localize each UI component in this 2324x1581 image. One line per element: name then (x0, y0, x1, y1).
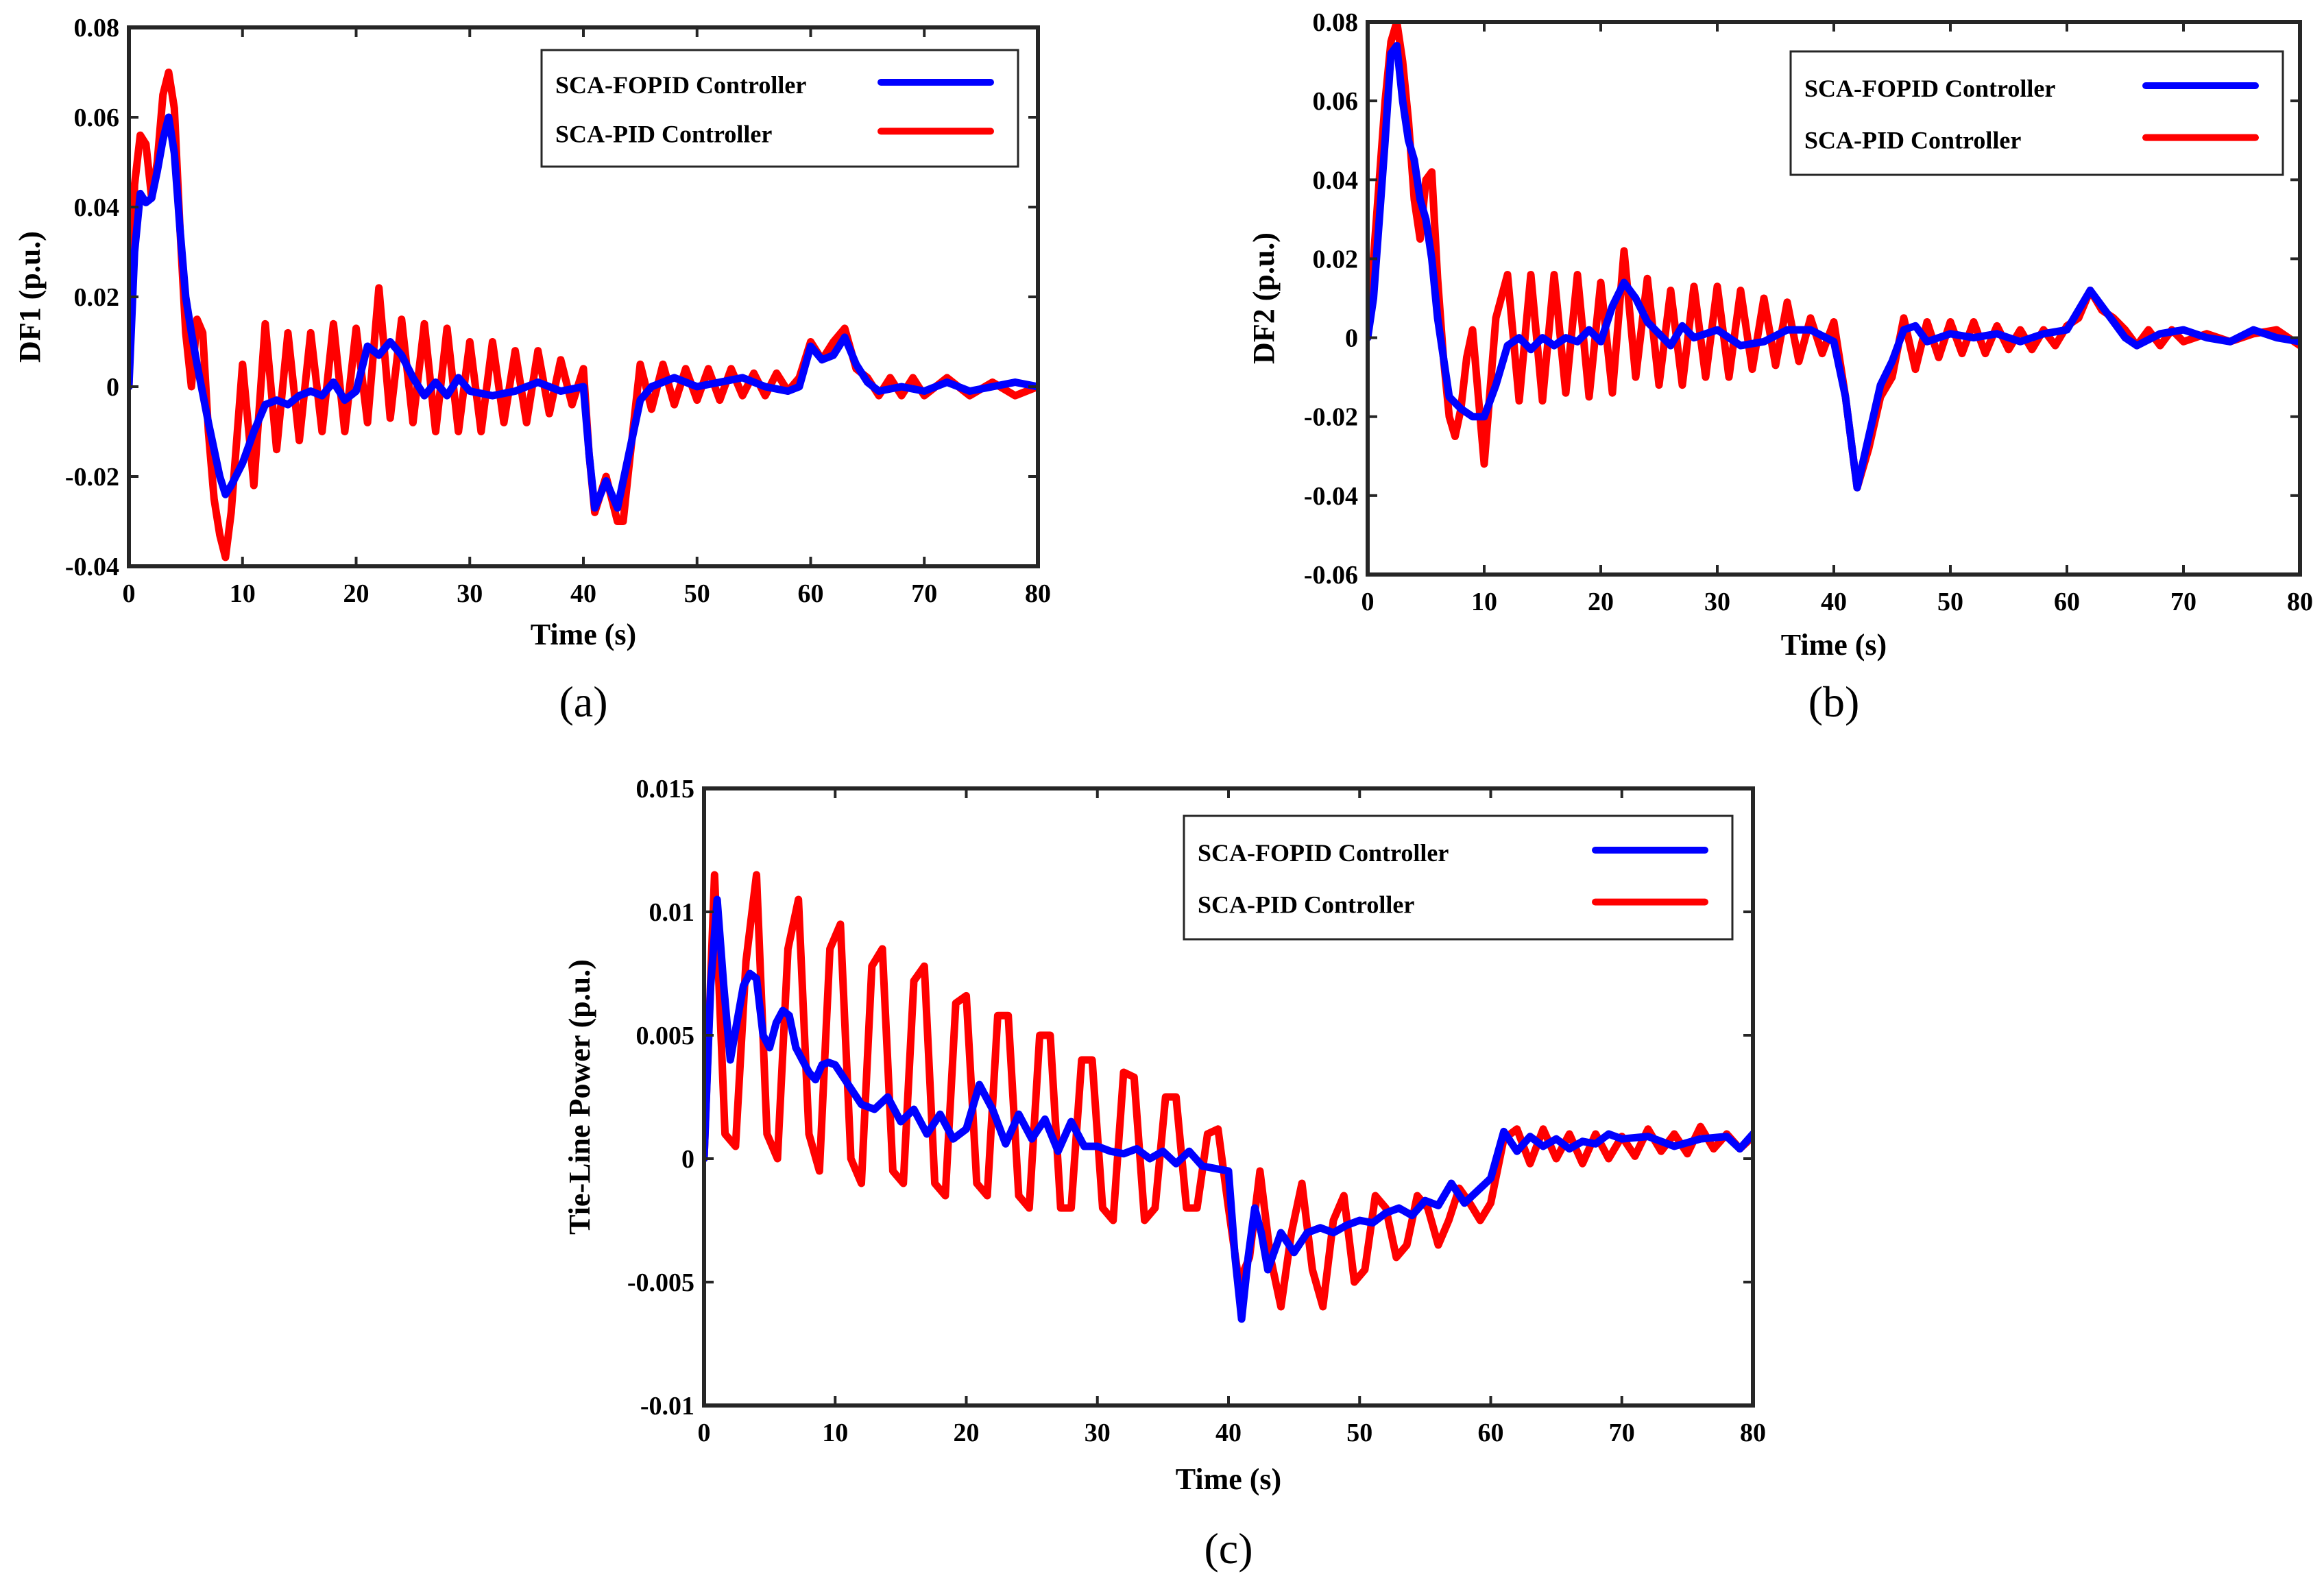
x-tick-label: 30 (1085, 1419, 1111, 1447)
x-tick-label: 10 (1471, 588, 1497, 616)
series-line-sca-pid (1368, 22, 2300, 492)
series-line-sca-fopid (704, 895, 1753, 1323)
y-tick-label: 0.04 (74, 193, 120, 222)
chart-panel-b: 0 10 20 30 40 50 60 70 80 -0.06 -0.04 -0.02 0 0.02 0.0… (1247, 8, 2313, 726)
series-line-sca-fopid (1368, 42, 2300, 492)
y-tick-label: 0.04 (1313, 166, 1359, 195)
y-tick-label: -0.04 (1304, 482, 1358, 511)
y-tick-label: 0.005 (636, 1022, 695, 1050)
y-axis-label: DF2 (p.u.) (1247, 232, 1281, 364)
legend: SCA-FOPID Controller SCA-PID Controller (540, 49, 1019, 168)
x-tick-label: 80 (2287, 588, 2313, 616)
x-tick-label: 30 (457, 579, 483, 608)
series-line-sca-fopid (129, 113, 1038, 512)
x-tick-label: 50 (684, 579, 710, 608)
x-tick-label: 0 (1361, 588, 1375, 616)
x-axis-label: Time (s) (531, 618, 636, 651)
legend: SCA-FOPID Controller SCA-PID Controller (1789, 50, 2284, 176)
panel-label: (b) (1808, 677, 1860, 726)
x-tick-label: 70 (2170, 588, 2196, 616)
x-tick-label: 0 (698, 1419, 711, 1447)
y-tick-label: 0.06 (74, 104, 120, 132)
legend-label: SCA-PID Controller (1804, 127, 2021, 154)
series-group (129, 69, 1038, 562)
y-tick-label: 0.02 (1313, 245, 1359, 274)
y-axis-label: Tie-Line Power (p.u.) (563, 959, 596, 1235)
panel-label: (c) (1204, 1524, 1252, 1573)
x-axis-label: Time (s) (1781, 628, 1887, 662)
chart-panel-a: 0 10 20 30 40 50 60 70 80 -0.04 -0.02 0 0.02 0.04 0.06… (13, 14, 1051, 726)
x-tick-label: 20 (954, 1419, 980, 1447)
x-tick-label: 40 (570, 579, 596, 608)
legend-label: SCA-FOPID Controller (555, 71, 806, 99)
x-tick-label: 70 (1609, 1419, 1635, 1447)
y-tick-label: 0.02 (74, 283, 120, 312)
y-axis-label: DF1 (p.u.) (13, 231, 47, 363)
y-tick-label: 0 (106, 373, 119, 402)
legend-label: SCA-FOPID Controller (1804, 75, 2055, 102)
legend-box (1183, 814, 1734, 941)
x-tick-label: 0 (123, 579, 136, 608)
y-tick-label: 0.08 (74, 14, 120, 43)
legend-label: SCA-PID Controller (555, 120, 772, 147)
legend: SCA-FOPID Controller SCA-PID Controller (1183, 814, 1734, 941)
y-tick-label: 0.015 (636, 775, 695, 804)
y-tick-label: 0 (681, 1145, 694, 1174)
legend-box (1789, 50, 2284, 176)
y-tick-label: 0.08 (1313, 8, 1359, 37)
x-tick-label: 80 (1025, 579, 1051, 608)
x-tick-label: 40 (1215, 1419, 1242, 1447)
legend-box (540, 49, 1019, 168)
x-tick-label: 10 (230, 579, 256, 608)
x-tick-label: 70 (911, 579, 937, 608)
y-tick-label: -0.005 (627, 1268, 694, 1297)
y-tick-label: -0.02 (1304, 403, 1358, 432)
y-tick-label: 0.06 (1313, 87, 1359, 116)
y-tick-label: 0.01 (649, 898, 695, 927)
panel-label: (a) (559, 677, 607, 726)
x-axis-label: Time (s) (1176, 1462, 1281, 1496)
series-line-sca-pid (704, 871, 1753, 1311)
x-tick-label: 50 (1346, 1419, 1372, 1447)
x-tick-label: 30 (1704, 588, 1730, 616)
legend-label: SCA-PID Controller (1198, 891, 1414, 919)
y-tick-label: 0 (1345, 324, 1358, 353)
y-tick-label: -0.06 (1304, 561, 1358, 590)
legend-label: SCA-FOPID Controller (1198, 839, 1449, 867)
x-tick-label: 60 (798, 579, 824, 608)
x-tick-label: 60 (2054, 588, 2080, 616)
x-tick-label: 10 (822, 1419, 848, 1447)
chart-panel-c: 0 10 20 30 40 50 60 70 80 -0.01 -0.005 0 0.005 0.01 0.… (563, 775, 1766, 1573)
series-group (704, 871, 1753, 1323)
y-tick-label: -0.02 (65, 463, 119, 492)
x-tick-label: 50 (1937, 588, 1963, 616)
x-tick-label: 20 (1588, 588, 1614, 616)
y-tick-label: -0.04 (65, 553, 119, 581)
x-tick-label: 80 (1740, 1419, 1766, 1447)
series-group (1368, 22, 2300, 492)
y-tick-label: -0.01 (640, 1392, 694, 1421)
x-tick-label: 60 (1478, 1419, 1504, 1447)
x-tick-label: 20 (343, 579, 370, 608)
x-tick-label: 40 (1821, 588, 1847, 616)
